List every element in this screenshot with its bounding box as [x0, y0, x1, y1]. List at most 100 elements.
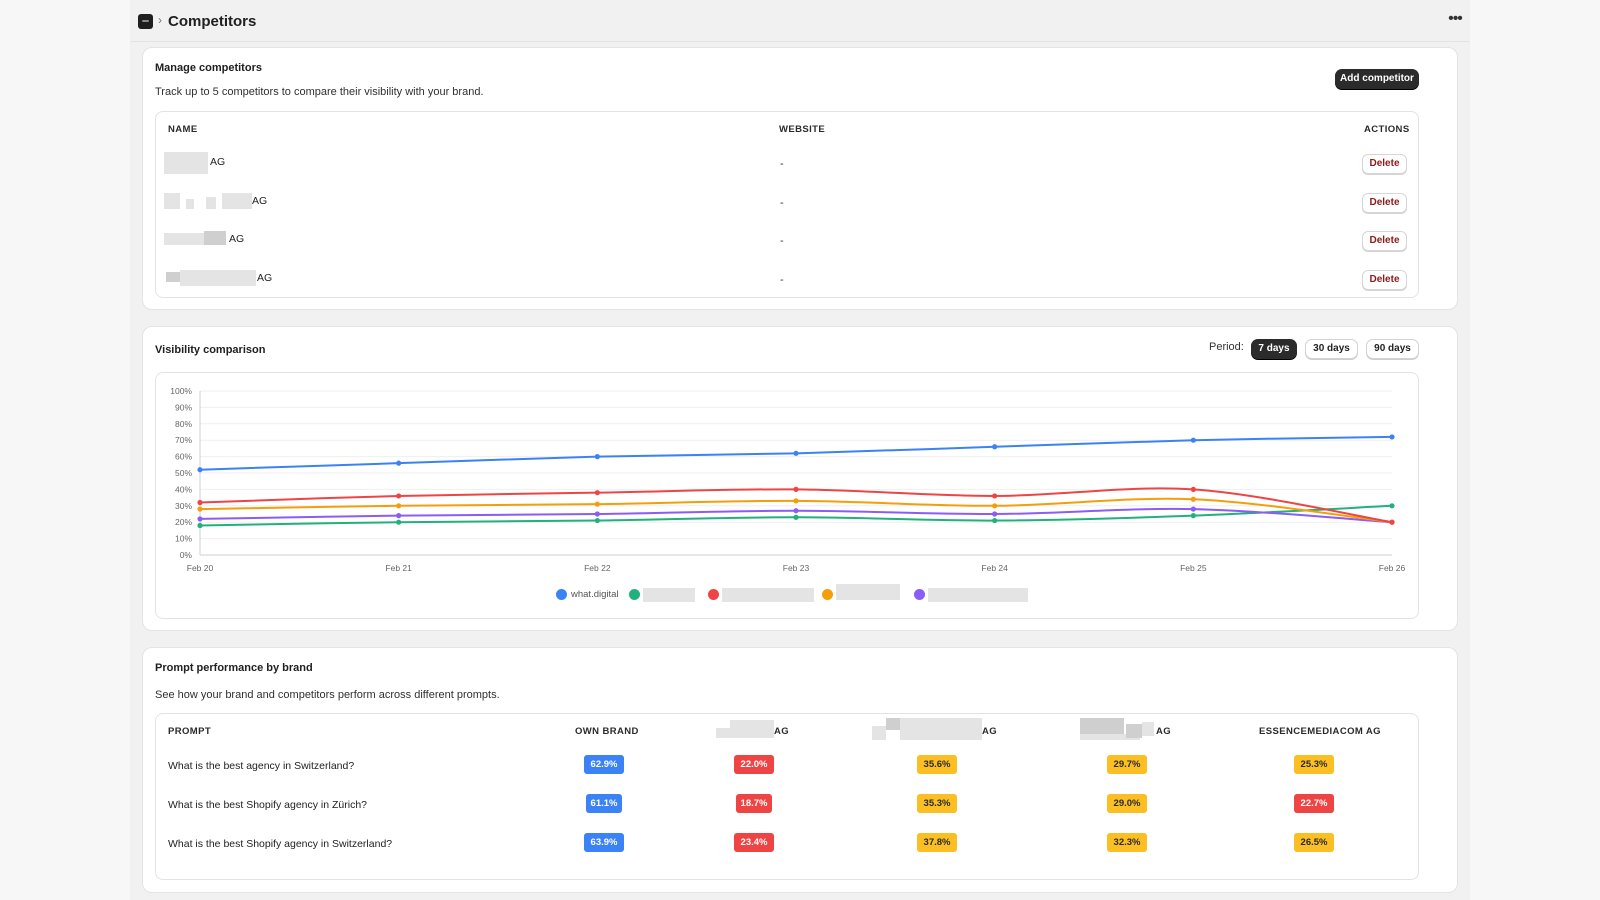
column-header-actions: ACTIONS: [1364, 124, 1410, 135]
series-point: [396, 493, 402, 499]
period-7-days-button[interactable]: 7 days: [1251, 339, 1297, 359]
series-point: [793, 498, 799, 504]
redacted-name: [900, 718, 982, 740]
series-point: [1389, 503, 1395, 509]
series-point: [793, 450, 799, 456]
x-tick-label: Feb 20: [187, 563, 214, 573]
score-badge: 37.8%: [917, 833, 957, 852]
period-30-days-button[interactable]: 30 days: [1305, 339, 1358, 359]
redacted-name: [886, 718, 900, 730]
series-point: [992, 511, 998, 517]
period-label: Period:: [1209, 341, 1244, 353]
x-tick-label: Feb 23: [783, 563, 810, 573]
delete-competitor-button-4[interactable]: Delete: [1362, 270, 1407, 290]
y-tick-label: 20%: [175, 517, 192, 527]
series-point: [992, 493, 998, 499]
redacted-name: [164, 152, 208, 174]
competitor-name-1: AG: [164, 152, 244, 174]
competitors-table: NAME WEBSITE ACTIONS AG - Delete AG - De…: [155, 111, 1419, 298]
visibility-line-chart: 0% 10% 20% 30% 40% 50% 60% 70% 80% 90% 100% Feb 20 F…: [170, 386, 1406, 573]
x-tick-label: Feb 22: [584, 563, 611, 573]
legend-dot: [822, 589, 833, 600]
series-point: [197, 522, 203, 529]
redacted-name: [872, 726, 886, 740]
legend-dot: [629, 589, 640, 600]
more-horizontal-icon[interactable]: •••: [1448, 10, 1463, 27]
redacted-name: [730, 720, 774, 738]
prompt-performance-title: Prompt performance by brand: [155, 662, 313, 674]
competitor-name-4: AG: [164, 268, 284, 290]
prompt-performance-table: PROMPT OWN BRAND AG AG AG ESSENCEMEDIACO: [155, 713, 1419, 880]
series-point: [594, 511, 600, 517]
series-point: [1389, 434, 1395, 440]
x-tick-label: Feb 26: [1379, 563, 1406, 573]
period-90-days-button[interactable]: 90 days: [1366, 339, 1419, 359]
series-point: [396, 503, 402, 509]
visibility-chart-container: 0% 10% 20% 30% 40% 50% 60% 70% 80% 90% 100% Feb 20 F…: [155, 372, 1419, 619]
app-frame: › Competitors ••• Manage competitors Tra…: [130, 0, 1470, 900]
manage-competitors-card: Manage competitors Track up to 5 competi…: [142, 47, 1458, 310]
series-point: [793, 508, 799, 514]
series-point: [793, 514, 799, 520]
redacted-name: [204, 231, 226, 245]
redacted-name: [206, 197, 216, 209]
column-header-competitor-1: AG: [716, 720, 796, 738]
legend-item-what-digital[interactable]: what.digital: [556, 588, 622, 602]
column-header-website: WEBSITE: [779, 124, 826, 135]
series-point: [992, 503, 998, 509]
app-logo-icon[interactable]: [138, 14, 153, 29]
competitor-name-2: AG: [164, 191, 274, 213]
y-tick-label: 50%: [175, 468, 192, 478]
page-title: Competitors: [168, 13, 257, 30]
column-header-essencemediacom: ESSENCEMEDIACOM AG: [1259, 726, 1381, 737]
series-point: [1389, 519, 1395, 525]
competitor-name-suffix: AG: [252, 195, 268, 207]
competitor-name-suffix: AG: [257, 272, 273, 284]
score-badge: 25.3%: [1294, 755, 1334, 774]
score-badge: 63.9%: [584, 833, 624, 852]
y-tick-label: 30%: [175, 501, 192, 511]
legend-item-competitor-2[interactable]: [708, 588, 816, 602]
column-header-suffix: AG: [1156, 726, 1172, 737]
column-header-suffix: AG: [774, 726, 790, 737]
series-point: [594, 454, 600, 460]
delete-competitor-button-3[interactable]: Delete: [1362, 231, 1407, 251]
x-tick-label: Feb 25: [1180, 563, 1207, 573]
y-tick-label: 0%: [180, 550, 193, 560]
redacted-name: [186, 199, 194, 209]
prompt-text-1: What is the best agency in Switzerland?: [168, 760, 355, 772]
series-point: [793, 486, 799, 492]
y-tick-label: 60%: [175, 452, 192, 462]
series-point: [396, 460, 402, 466]
series-point: [594, 517, 600, 524]
y-tick-label: 40%: [175, 484, 192, 494]
competitor-name-3: AG: [164, 229, 254, 251]
redacted-name: [1080, 734, 1140, 740]
legend-item-competitor-4[interactable]: [914, 588, 1030, 602]
legend-item-competitor-1[interactable]: [629, 588, 699, 602]
series-point: [992, 517, 998, 524]
top-bar: › Competitors •••: [130, 0, 1470, 42]
legend-item-competitor-3[interactable]: [822, 584, 904, 602]
manage-competitors-subtitle: Track up to 5 competitors to compare the…: [155, 86, 484, 98]
competitor-website-1: -: [780, 158, 784, 170]
series-point: [594, 501, 600, 507]
delete-competitor-button-1[interactable]: Delete: [1362, 154, 1407, 174]
delete-competitor-button-2[interactable]: Delete: [1362, 193, 1407, 213]
prompt-performance-subtitle: See how your brand and competitors perfo…: [155, 689, 500, 701]
column-header-suffix: AG: [982, 726, 998, 737]
add-competitor-button[interactable]: Add competitor: [1335, 69, 1419, 89]
score-badge: 32.3%: [1107, 833, 1147, 852]
legend-dot: [556, 589, 567, 600]
score-badge: 23.4%: [734, 833, 774, 852]
breadcrumb-separator: ›: [158, 13, 162, 27]
score-badge: 29.0%: [1107, 794, 1147, 813]
y-tick-label: 10%: [175, 534, 192, 544]
column-header-competitor-2: AG: [872, 718, 1002, 740]
series-point: [197, 499, 203, 506]
y-tick-label: 90%: [175, 402, 192, 412]
series-point: [1190, 513, 1196, 519]
redacted-name: [164, 233, 204, 245]
series-point: [197, 467, 203, 473]
score-badge: 18.7%: [736, 794, 772, 813]
